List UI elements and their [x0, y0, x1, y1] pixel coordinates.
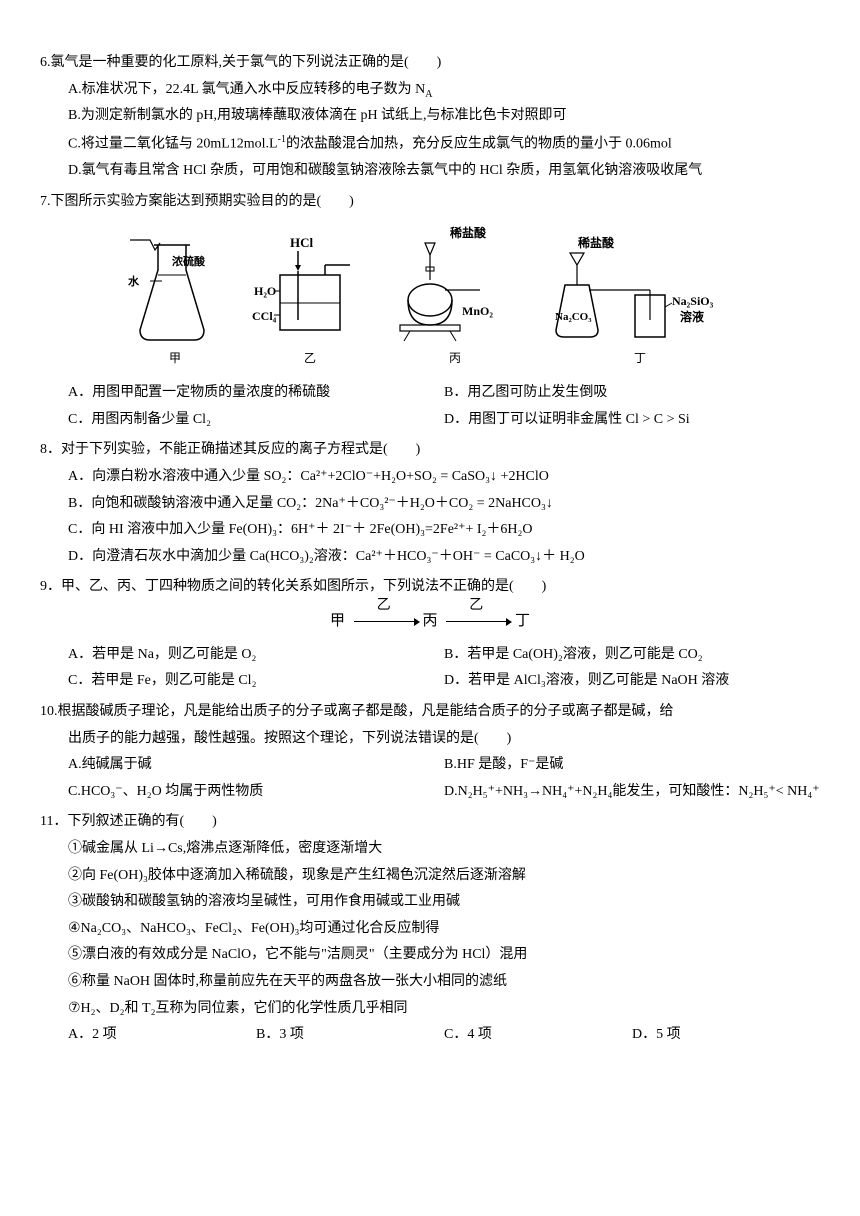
label-jia: 甲	[120, 347, 230, 370]
q11-i6: ⑥称量 NaOH 固体时,称量前应先在天平的两盘各放一张大小相同的滤纸	[68, 969, 820, 996]
q9-opt-a: A．若甲是 Na，则乙可能是 O₂	[68, 642, 444, 669]
q7-options: A．用图甲配置一定物质的量浓度的稀硫酸 B．用乙图可防止发生倒吸 C．用图丙制备…	[40, 380, 820, 433]
chain-n2: 丙	[422, 613, 437, 629]
q6-options: A.标准状况下，22.4L 氯气通入水中反应转移的电子数为 NA B.为测定新制…	[40, 77, 820, 185]
q6-c-text1: C.将过量二氧化锰与 20mL12mol.L	[68, 137, 278, 152]
q6-stem: 6.氯气是一种重要的化工原料,关于氯气的下列说法正确的是( )	[40, 50, 820, 77]
label-na2sio3-2: 溶液	[680, 309, 704, 324]
label-dilute-acid-ding: 稀盐酸	[578, 235, 615, 250]
q7-diagrams: 浓硫酸 水 甲 HCl H₂O CCl₄ 乙	[40, 225, 820, 370]
arrow-1: 乙	[349, 607, 419, 636]
q11-i7: ⑦H₂、D₂和 T₂互称为同位素，它们的化学性质几乎相同	[68, 996, 820, 1023]
q10-opt-c: C.HCO₃⁻、H₂O 均属于两性物质	[68, 779, 444, 806]
label-ccl4: CCl₄	[252, 309, 277, 323]
question-11: 11．下列叙述正确的有( ) ①碱金属从 Li→Cs,熔沸点逐渐降低，密度逐渐增…	[40, 809, 820, 1048]
q10-stem2-wrap: 出质子的能力越强，酸性越强。按照这个理论，下列说法错误的是( ) A.纯碱属于碱…	[40, 726, 820, 806]
q11-options: A．2 项 B．3 项 C．4 项 D．5 项	[68, 1022, 820, 1049]
label-hcl: HCl	[290, 235, 314, 250]
q10-stem2: 出质子的能力越强，酸性越强。按照这个理论，下列说法错误的是( )	[68, 726, 820, 753]
arrow-2: 乙	[441, 607, 511, 636]
q9-chain: 甲 乙 丙 乙 丁	[40, 607, 820, 636]
label-bing: 丙	[390, 347, 520, 370]
q10-opt-b: B.HF 是酸，F⁻是碱	[444, 752, 820, 779]
q9-opt-b: B．若甲是 Ca(OH)₂溶液，则乙可能是 CO₂	[444, 642, 820, 669]
question-8: 8．对于下列实验，不能正确描述其反应的离子方程式是( ) A．向漂白粉水溶液中通…	[40, 437, 820, 570]
q10-opt-d: D.N₂H₅⁺+NH₃→NH₄⁺+N₂H₄能发生，可知酸性：N₂H₅⁺< NH₄…	[444, 779, 820, 806]
q7-opt-d: D．用图丁可以证明非金属性 Cl > C > Si	[444, 407, 820, 434]
q8-stem: 8．对于下列实验，不能正确描述其反应的离子方程式是( )	[40, 437, 820, 464]
q11-opt-a: A．2 项	[68, 1022, 256, 1049]
q11-i3: ③碳酸钠和碳酸氢钠的溶液均呈碱性，可用作食用碱或工业用碱	[68, 889, 820, 916]
q8-opt-d: D．向澄清石灰水中滴加少量 Ca(HCO₃)₂溶液：Ca²⁺＋HCO₃⁻＋OH⁻…	[68, 544, 820, 571]
chain-n3: 丁	[515, 613, 530, 629]
label-ding: 丁	[540, 347, 740, 370]
diagram-bing: 稀盐酸 MnO₂ 丙	[390, 225, 520, 370]
q9-opt-d: D．若甲是 AlCl₃溶液，则乙可能是 NaOH 溶液	[444, 668, 820, 695]
q11-i5: ⑤漂白液的有效成分是 NaClO，它不能与"洁厕灵"（主要成分为 HCl）混用	[68, 942, 820, 969]
chain-n1: 甲	[330, 613, 345, 629]
arrow-1-label: 乙	[349, 593, 419, 620]
q6-opt-c: C.将过量二氧化锰与 20mL12mol.L-1的浓盐酸混合加热，充分反应生成氯…	[68, 130, 820, 158]
q6-a-text: A.标准状况下，22.4L 氯气通入水中反应转移的电子数为 N	[68, 82, 425, 97]
question-9: 9．甲、乙、丙、丁四种物质之间的转化关系如图所示，下列说法不正确的是( ) 甲 …	[40, 574, 820, 695]
q11-i1: ①碱金属从 Li→Cs,熔沸点逐渐降低，密度逐渐增大	[68, 836, 820, 863]
q8-opt-a: A．向漂白粉水溶液中通入少量 SO₂：Ca²⁺+2ClO⁻+H₂O+SO₂ = …	[68, 464, 820, 491]
q6-c-text2: 的浓盐酸混合加热，充分反应生成氯气的物质的量小于 0.06mol	[286, 137, 672, 152]
flask-icon: 浓硫酸 水	[120, 235, 230, 345]
q11-opt-d: D．5 项	[632, 1022, 820, 1049]
q7-stem: 7.下图所示实验方案能达到预期实验目的的是( )	[40, 189, 820, 216]
q9-stem: 9．甲、乙、丙、丁四种物质之间的转化关系如图所示，下列说法不正确的是( )	[40, 574, 820, 601]
q6-opt-a: A.标准状况下，22.4L 氯气通入水中反应转移的电子数为 NA	[68, 77, 820, 104]
question-10: 10.根据酸碱质子理论，凡是能给出质子的分子或离子都是酸，凡是能结合质子的分子或…	[40, 699, 820, 805]
diagram-yi: HCl H₂O CCl₄ 乙	[250, 235, 370, 370]
q11-i2: ②向 Fe(OH)₃胶体中逐滴加入稀硫酸，现象是产生红褐色沉淀然后逐渐溶解	[68, 863, 820, 890]
label-water: 水	[128, 274, 140, 288]
q10-stem1: 10.根据酸碱质子理论，凡是能给出质子的分子或离子都是酸，凡是能结合质子的分子或…	[40, 699, 820, 726]
q11-opt-c: C．4 项	[444, 1022, 632, 1049]
q10-opt-a: A.纯碱属于碱	[68, 752, 444, 779]
q6-a-sub: A	[425, 88, 432, 99]
kipp-icon: 稀盐酸 MnO₂	[390, 225, 520, 345]
q11-opt-b: B．3 项	[256, 1022, 444, 1049]
q6-opt-b: B.为测定新制氯水的 pH,用玻璃棒蘸取液体滴在 pH 试纸上,与标准比色卡对照…	[68, 103, 820, 130]
q8-opt-b: B．向饱和碳酸钠溶液中通入足量 CO₂：2Na⁺＋CO₃²⁻＋H₂O＋CO₂ =…	[68, 491, 820, 518]
label-conc-acid: 浓硫酸	[172, 254, 206, 268]
label-dilute-acid-bing: 稀盐酸	[450, 225, 487, 240]
gas-wash-icon: HCl H₂O CCl₄	[250, 235, 370, 345]
q8-opt-c: C．向 HI 溶液中加入少量 Fe(OH)₃：6H⁺＋ 2I⁻＋ 2Fe(OH)…	[68, 517, 820, 544]
q11-i4: ④Na₂CO₃、NaHCO₃、FeCl₂、Fe(OH)₃均可通过化合反应制得	[68, 916, 820, 943]
q7-opt-c: C．用图丙制备少量 Cl₂	[68, 407, 444, 434]
question-7: 7.下图所示实验方案能达到预期实验目的的是( ) 浓硫酸 水 甲 HCl	[40, 189, 820, 434]
q7-opt-a: A．用图甲配置一定物质的量浓度的稀硫酸	[68, 380, 444, 407]
question-6: 6.氯气是一种重要的化工原料,关于氯气的下列说法正确的是( ) A.标准状况下，…	[40, 50, 820, 185]
label-mno2: MnO₂	[462, 304, 493, 318]
q8-options: A．向漂白粉水溶液中通入少量 SO₂：Ca²⁺+2ClO⁻+H₂O+SO₂ = …	[40, 464, 820, 570]
arrow-2-label: 乙	[441, 593, 511, 620]
label-na2co3: Na₂CO₃	[555, 311, 592, 323]
diagram-jia: 浓硫酸 水 甲	[120, 235, 230, 370]
label-na2sio3-1: Na₂SiO₃	[672, 294, 714, 308]
q7-opt-b: B．用乙图可防止发生倒吸	[444, 380, 820, 407]
q6-opt-d: D.氯气有毒且常含 HCl 杂质，可用饱和碳酸氢钠溶液除去氯气中的 HCl 杂质…	[68, 158, 820, 185]
diagram-ding: 稀盐酸 Na₂CO₃ Na₂SiO₃ 溶液 丁	[540, 235, 740, 370]
label-h2o: H₂O	[254, 284, 276, 298]
label-yi: 乙	[250, 347, 370, 370]
q6-c-sup: -1	[278, 134, 286, 145]
q11-stem: 11．下列叙述正确的有( )	[40, 809, 820, 836]
q9-opt-c: C．若甲是 Fe，则乙可能是 Cl₂	[68, 668, 444, 695]
q9-options: A．若甲是 Na，则乙可能是 O₂ B．若甲是 Ca(OH)₂溶液，则乙可能是 …	[40, 642, 820, 695]
q11-items: ①碱金属从 Li→Cs,熔沸点逐渐降低，密度逐渐增大 ②向 Fe(OH)₃胶体中…	[40, 836, 820, 1049]
two-flask-icon: 稀盐酸 Na₂CO₃ Na₂SiO₃ 溶液	[540, 235, 740, 345]
